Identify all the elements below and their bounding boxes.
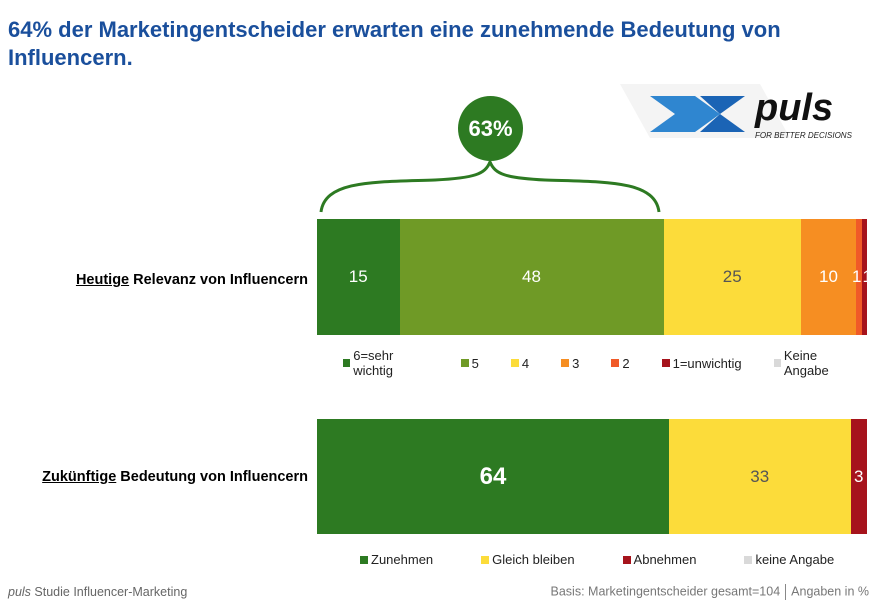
legend-swatch bbox=[343, 359, 351, 367]
legend-item: 5 bbox=[460, 348, 479, 378]
data-label: 1 bbox=[852, 267, 862, 286]
legend-label: 1=unwichtig bbox=[672, 355, 742, 371]
legend-swatch bbox=[622, 555, 631, 564]
data-label: 15 bbox=[348, 267, 368, 286]
legend-swatch bbox=[661, 359, 670, 367]
logo-brand: puls bbox=[754, 87, 833, 129]
legend-item: 2 bbox=[611, 348, 630, 378]
footer-source: puls Studie Influencer-Marketing bbox=[8, 585, 188, 599]
bar-segment-5: 48 bbox=[399, 219, 664, 335]
bar-segment-2: 1 bbox=[852, 219, 862, 335]
category-label-today: Heutige Relevanz von Influencern bbox=[75, 272, 308, 288]
legend-label: Keine Angabe bbox=[783, 348, 829, 378]
data-label: 48 bbox=[522, 267, 541, 286]
data-label: 1 bbox=[862, 267, 872, 286]
stacked-bar-future: 64 33 3 bbox=[317, 419, 867, 534]
bar-segment-6-sehr-wichtig: 15 bbox=[317, 219, 400, 335]
bar-segment-3: 10 bbox=[801, 219, 856, 335]
puls-logo-icon: puls FOR BETTER DECISIONS bbox=[620, 84, 853, 140]
footer-basis: Basis: Marketingentscheider gesamt=104 An… bbox=[550, 584, 869, 600]
stacked-bar-today: 15 48 25 10 1 1 bbox=[317, 219, 872, 335]
legend-item: Abnehmen bbox=[622, 552, 697, 567]
legend-item: 4 bbox=[510, 348, 530, 378]
legend-swatch bbox=[561, 359, 570, 367]
data-label: 3 bbox=[854, 466, 864, 486]
logo-tagline: FOR BETTER DECISIONS bbox=[755, 131, 853, 140]
legend-label: Abnehmen bbox=[633, 552, 697, 567]
legend-item: Keine Angabe bbox=[773, 348, 857, 378]
legend-label: 2 bbox=[622, 355, 630, 371]
bar-segment-1-unwichtig: 1 bbox=[861, 219, 872, 335]
legend-item: keine Angabe bbox=[744, 552, 834, 567]
legend-label: 6=sehr wichtig bbox=[353, 348, 394, 378]
legend-label: 4 bbox=[521, 355, 530, 371]
legend-label: Gleich bleiben bbox=[492, 552, 575, 567]
puls-logo: puls FOR BETTER DECISIONS bbox=[620, 78, 870, 148]
legend-label: 3 bbox=[572, 355, 580, 371]
legend-today: 6=sehr wichtig 5 4 3 2 1=unwichtig Keine Angab… bbox=[343, 348, 889, 378]
legend-swatch bbox=[360, 555, 368, 564]
legend-swatch bbox=[481, 555, 490, 564]
legend-item: 3 bbox=[561, 348, 579, 378]
data-label: 64 bbox=[479, 462, 507, 490]
legend-item: Gleich bleiben bbox=[481, 552, 575, 567]
bar-segment-gleich-bleiben: 33 bbox=[669, 419, 851, 534]
legend-item: 1=unwichtig bbox=[661, 348, 742, 378]
brace-bracket bbox=[319, 160, 661, 213]
legend-swatch bbox=[744, 555, 753, 564]
legend-swatch bbox=[460, 359, 469, 367]
bar-segment-zunehmen: 64 bbox=[317, 419, 669, 534]
legend-swatch bbox=[611, 359, 620, 367]
legend-future: Zunehmen Gleich bleiben Abnehmen keine Anga… bbox=[360, 552, 882, 567]
page-title: 64% der Marketingentscheider erwarten ei… bbox=[8, 17, 781, 70]
bar-segment-4: 25 bbox=[663, 219, 801, 335]
legend-swatch bbox=[510, 359, 519, 367]
category-label-future: Zukünftige Bedeutung von Influencern bbox=[42, 469, 308, 485]
data-label: 33 bbox=[750, 466, 770, 486]
legend-item: Zunehmen bbox=[360, 552, 433, 567]
legend-swatch bbox=[773, 359, 781, 367]
highlight-bubble: 63% bbox=[458, 96, 523, 161]
legend-label: keine Angabe bbox=[755, 552, 835, 567]
legend-label: Zunehmen bbox=[371, 552, 434, 567]
bar-segment-abnehmen: 3 bbox=[850, 419, 867, 534]
data-label: 10 bbox=[819, 267, 838, 286]
data-label: 25 bbox=[722, 267, 742, 286]
legend-label: 5 bbox=[471, 355, 479, 371]
legend-item: 6=sehr wichtig bbox=[343, 348, 429, 378]
